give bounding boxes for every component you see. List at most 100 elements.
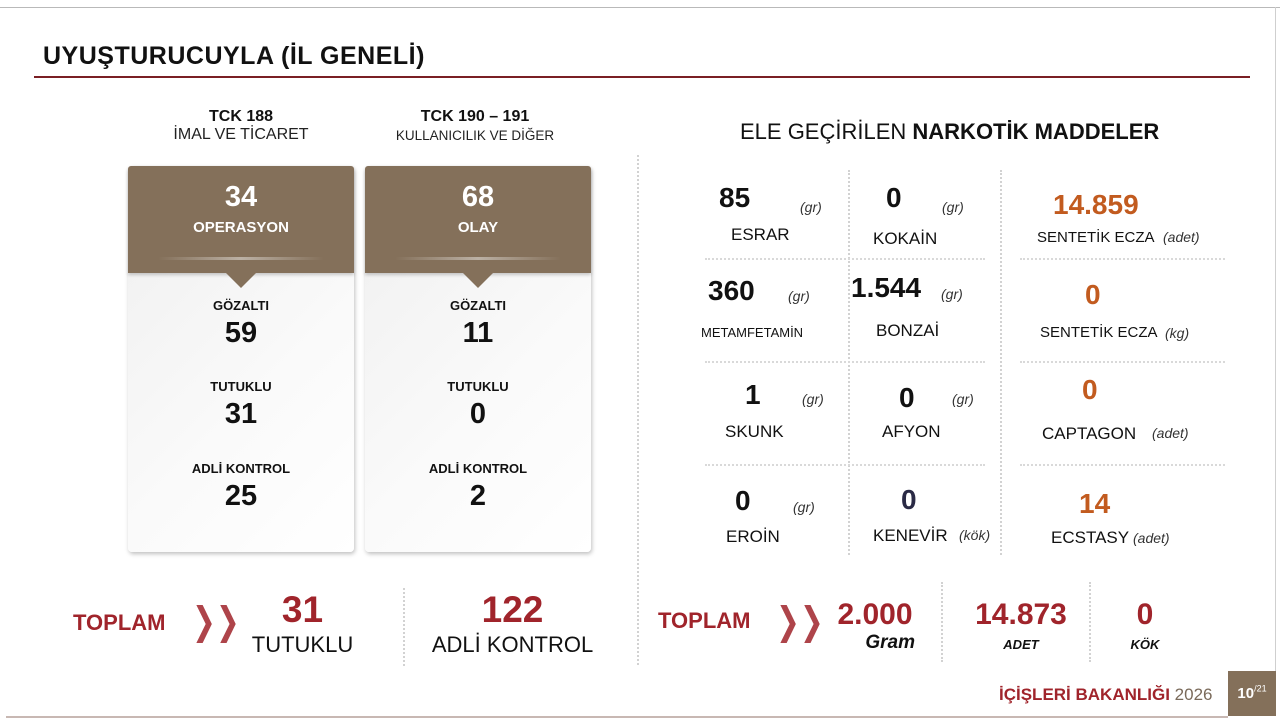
incident-label: OLAY	[457, 219, 499, 236]
narcotic-unit: (gr)	[788, 288, 810, 304]
page-total: /21	[1254, 683, 1267, 694]
grid-divider-h6	[1020, 464, 1225, 466]
card-header: 34 OPERASYON	[128, 166, 354, 273]
total-value: 31	[281, 589, 324, 630]
total-unit: TUTUKLU	[251, 632, 354, 657]
narcotic-unit: (gr)	[800, 199, 822, 215]
grid-divider-h5	[1020, 361, 1225, 363]
stat-adli-kontrol: ADLİ KONTROL 2	[365, 461, 591, 513]
card-pointer-icon	[462, 272, 494, 288]
narcotic-name: KENEVİR	[873, 526, 948, 545]
narcotic-unit: (gr)	[802, 391, 824, 407]
narcotic-unit: (gr)	[952, 391, 974, 407]
narcotic-name: METAMFETAMİN	[701, 325, 804, 340]
stat-value: 2	[469, 480, 487, 512]
card-tck190-191: 68 OLAY GÖZALTI 11 TUTUKLU 0 ADLİ KONTRO…	[365, 166, 591, 552]
narcotic-name: SKUNK	[725, 422, 784, 441]
total-unit: ADET	[1003, 637, 1039, 652]
total-unit: Gram	[865, 632, 915, 653]
grid-divider-h3	[705, 464, 985, 466]
operation-count: 34	[224, 181, 258, 213]
narcotic-value: 14.859	[1053, 189, 1139, 220]
narcotic-value: 0	[1085, 279, 1101, 310]
brand-year: 2026	[1169, 685, 1213, 704]
narcotic-name: CAPTAGON	[1042, 424, 1137, 443]
brand-name: İÇİŞLERİ BAKANLIĞI	[999, 685, 1170, 704]
narcotic-value: 14	[1079, 488, 1111, 519]
total-gram: 2.000 Gram	[825, 598, 925, 654]
header-glow	[395, 257, 561, 260]
stat-value: 25	[224, 480, 258, 512]
stat-adli-kontrol: ADLİ KONTROL 25	[128, 461, 354, 513]
stat-value: 31	[224, 398, 258, 430]
column-header-tck188: TCK 188 İMAL VE TİCARET	[121, 108, 361, 144]
left-total-label: TOPLAM	[73, 610, 166, 635]
column-code: TCK 188	[208, 108, 274, 125]
operation-label: OPERASYON	[193, 219, 289, 236]
page-indicator: 10/21	[1228, 671, 1276, 716]
stat-tutuklu: TUTUKLU 31	[128, 379, 354, 431]
total-value: 122	[481, 589, 544, 630]
stat-label: ADLİ KONTROL	[428, 461, 528, 476]
narcotic-unit: (adet)	[1163, 229, 1200, 245]
narcotic-name: AFYON	[882, 422, 941, 441]
grid-divider-h1	[705, 258, 985, 260]
narcotic-value: 0	[901, 484, 917, 515]
narcotic-unit: (kg)	[1165, 325, 1190, 341]
column-header-tck190: TCK 190 – 191 KULLANICILIK VE DİĞER	[355, 108, 595, 143]
page-current: 10	[1237, 685, 1255, 702]
narcotic-unit: (gr)	[793, 499, 815, 515]
total-divider	[941, 582, 943, 662]
bottom-border	[6, 716, 1228, 718]
double-chevron-right-icon: ❯❯	[775, 601, 824, 643]
double-chevron-right-icon: ❯❯	[191, 601, 240, 643]
grid-divider-h2	[705, 361, 985, 363]
stat-label: TUTUKLU	[210, 379, 272, 394]
title-bold: NARKOTİK MADDELER	[912, 119, 1160, 144]
narcotic-name: BONZAİ	[876, 321, 940, 340]
section-divider	[637, 155, 639, 665]
narcotic-unit: (kök)	[959, 527, 991, 543]
narcotics-title: ELE GEÇİRİLEN NARKOTİK MADDELER	[740, 119, 1159, 145]
narcotic-value: 360	[708, 275, 755, 306]
narcotic-value: 0	[886, 182, 902, 213]
column-code: TCK 190 – 191	[420, 108, 530, 125]
narcotic-unit: (adet)	[1152, 425, 1189, 441]
total-value: 14.873	[975, 598, 1067, 631]
incident-count: 68	[461, 181, 495, 213]
total-adet: 14.873 ADET	[960, 598, 1082, 652]
total-unit: KÖK	[1130, 637, 1160, 652]
right-total-label: TOPLAM	[658, 608, 751, 633]
stat-gozalti: GÖZALTI 59	[128, 298, 354, 350]
total-kok: 0 KÖK	[1120, 598, 1170, 652]
narcotic-name: ESRAR	[731, 225, 790, 244]
total-tutuklu: 31 TUTUKLU	[230, 590, 375, 658]
narcotic-name: SENTETİK ECZA	[1040, 324, 1158, 341]
narcotic-value: 0	[899, 382, 915, 413]
narcotic-name: SENTETİK ECZA	[1037, 229, 1155, 246]
narcotic-unit: (gr)	[941, 286, 963, 302]
narcotic-value: 1	[745, 379, 761, 410]
total-value: 0	[1136, 598, 1154, 631]
card-header: 68 OLAY	[365, 166, 591, 273]
top-border	[0, 7, 1280, 8]
header-glow	[158, 257, 324, 260]
narcotic-value: 0	[1082, 374, 1098, 405]
footer-brand: İÇİŞLERİ BAKANLIĞI 2026	[999, 685, 1213, 705]
stat-label: TUTUKLU	[447, 379, 509, 394]
stat-label: ADLİ KONTROL	[191, 461, 291, 476]
grid-divider-h4	[1020, 258, 1225, 260]
stat-value: 0	[469, 398, 487, 430]
narcotic-unit: (gr)	[942, 199, 964, 215]
narcotic-name: KOKAİN	[873, 229, 938, 248]
narcotic-value: 0	[735, 485, 751, 516]
narcotic-unit: (adet)	[1133, 530, 1170, 546]
total-adli-kontrol: 122 ADLİ KONTROL	[420, 590, 605, 658]
total-divider	[403, 588, 405, 666]
narcotic-name: EROİN	[726, 527, 780, 546]
stat-gozalti: GÖZALTI 11	[365, 298, 591, 350]
narcotic-value: 1.544	[851, 272, 922, 303]
narcotic-name: ECSTASY	[1051, 528, 1130, 547]
stat-value: 59	[224, 317, 258, 349]
page-title: UYUŞTURUCUYLA (İL GENELİ)	[43, 42, 425, 70]
